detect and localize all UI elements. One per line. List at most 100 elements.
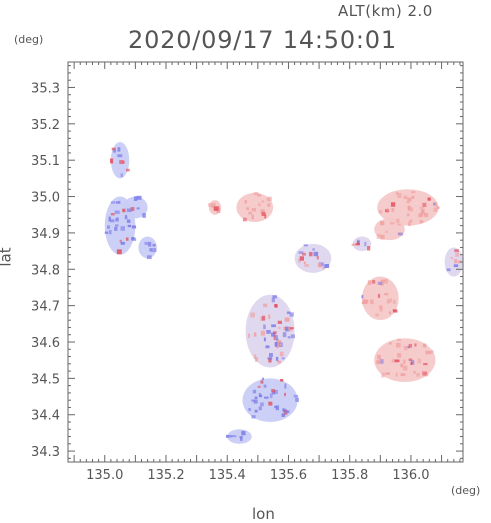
echo-speck (271, 389, 276, 393)
echo-speck (302, 252, 306, 256)
echo-speck (267, 203, 271, 207)
echo-speck (253, 332, 257, 337)
echo-speck (263, 303, 268, 308)
echo-speck (391, 207, 395, 212)
echo-speck (263, 337, 266, 342)
echo-speck (380, 279, 386, 283)
echo-speck (418, 213, 423, 218)
echo-speck (265, 345, 270, 349)
echo-speck (252, 389, 257, 394)
echo-speck (266, 329, 271, 334)
echo-speck (284, 392, 287, 397)
echo-speck (278, 326, 281, 329)
echo-speck (277, 320, 282, 324)
echo-speck (110, 158, 114, 164)
echo-body (361, 276, 399, 321)
echo-speck (273, 331, 277, 335)
echo-speck (424, 373, 429, 377)
echo-speck (110, 201, 116, 204)
echo-speck (376, 361, 381, 365)
y-tick-label: 34.3 (31, 445, 60, 460)
echo-speck (271, 324, 276, 328)
echo-speck (275, 335, 278, 340)
echo-speck (312, 248, 315, 251)
echo-speck (367, 246, 371, 251)
echo-speck (266, 196, 272, 202)
echo-speck (293, 394, 299, 398)
echo-speck (351, 243, 357, 246)
echo-region (110, 142, 130, 179)
echo-speck (275, 405, 279, 411)
echo-speck (309, 251, 313, 257)
altitude-label: ALT(km) 2.0 (338, 2, 433, 20)
echo-speck (107, 225, 110, 229)
echo-speck (419, 206, 425, 209)
echo-region (208, 200, 222, 215)
echo-speck (385, 372, 390, 375)
echo-speck (284, 383, 287, 389)
echo-speck (275, 356, 279, 361)
echo-region (138, 236, 157, 260)
echo-speck (324, 264, 330, 268)
echo-speck (378, 358, 382, 362)
echo-speck (367, 280, 372, 285)
echo-speck (119, 239, 122, 243)
echo-speck (217, 205, 220, 210)
echo-speck (355, 243, 360, 246)
echo-speck (261, 377, 264, 381)
echo-speck (268, 353, 273, 357)
echo-speck (284, 317, 290, 322)
x-axis-unit: (deg) (451, 484, 481, 497)
echo-speck (446, 268, 451, 272)
echo-speck (110, 219, 115, 223)
echo-speck (110, 213, 115, 216)
echo-speck (271, 391, 276, 395)
echo-speck (260, 380, 264, 384)
echo-speck (228, 435, 233, 438)
echo-speck (273, 389, 278, 394)
echo-speck (379, 307, 383, 312)
echo-speck (280, 379, 284, 382)
echo-speck (450, 256, 454, 260)
echo-speck (290, 334, 295, 339)
echo-speck (286, 311, 291, 314)
echo-speck (409, 219, 413, 223)
echo-speck (362, 299, 368, 305)
echo-region (374, 218, 405, 241)
echo-speck (122, 208, 126, 213)
echo-speck (257, 194, 261, 197)
echo-speck (247, 333, 251, 338)
echo-speck (403, 345, 408, 351)
echo-speck (120, 241, 125, 245)
echo-speck (281, 357, 285, 360)
echo-speck (254, 409, 258, 413)
echo-speck (116, 249, 122, 255)
echo-speck (114, 226, 118, 231)
echo-speck (377, 293, 381, 298)
echo-speck (299, 256, 304, 261)
echo-speck (284, 410, 290, 413)
x-tick-label: 135.2 (147, 468, 184, 483)
echo-speck (406, 201, 410, 204)
x-tick-label: 135.4 (209, 468, 246, 483)
timestamp-title: 2020/09/17 14:50:01 (128, 26, 397, 54)
echo-speck (261, 212, 266, 216)
echo-speck (122, 160, 125, 164)
echo-speck (386, 208, 389, 212)
echo-speck (378, 210, 383, 214)
y-tick-label: 35.0 (31, 191, 60, 206)
echo-speck (253, 191, 259, 196)
echo-speck (289, 327, 294, 330)
x-tick-label: 135.8 (331, 468, 368, 483)
echo-speck (232, 435, 237, 438)
echo-speck (289, 312, 294, 317)
echo-speck (248, 211, 252, 215)
echo-speck (410, 361, 413, 365)
echo-speck (258, 393, 262, 398)
echo-speck (255, 357, 258, 362)
echo-speck (403, 195, 408, 200)
echo-speck (389, 311, 392, 315)
x-axis-label: lon (252, 505, 275, 523)
echo-speck (375, 313, 379, 317)
